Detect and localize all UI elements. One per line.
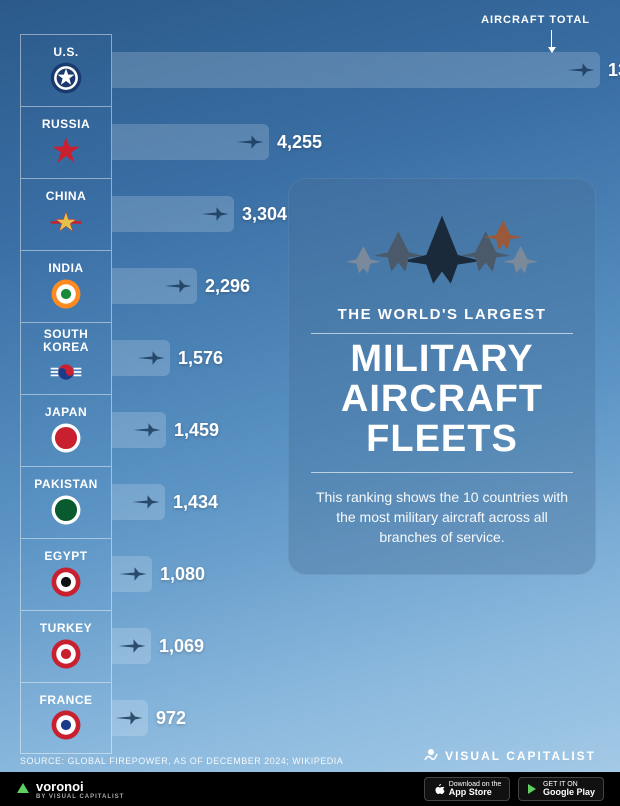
country-name: PAKISTAN <box>34 478 98 491</box>
country-name: U.S. <box>53 46 78 59</box>
flag-icon <box>49 421 83 455</box>
footer: SOURCE: GLOBAL FIREPOWER, AS OF DECEMBER… <box>0 750 620 806</box>
bar <box>112 196 234 232</box>
country-cell: U.S. <box>20 34 112 106</box>
country-cell: PAKISTAN <box>20 466 112 538</box>
voronoi-brand: voronoi BY VISUAL CAPITALIST <box>16 779 124 800</box>
bar-value: 1,080 <box>160 564 205 585</box>
country-name: TURKEY <box>40 622 92 635</box>
country-cell: CHINA <box>20 178 112 250</box>
country-cell: INDIA <box>20 250 112 322</box>
bar <box>112 484 165 520</box>
country-name: JAPAN <box>45 406 87 419</box>
flag-icon <box>49 637 83 671</box>
bar-value: 4,255 <box>277 132 322 153</box>
visual-capitalist-brand: VISUAL CAPITALIST <box>423 748 596 764</box>
bar <box>112 340 170 376</box>
country-cell: JAPAN <box>20 394 112 466</box>
bar-value: 1,434 <box>173 492 218 513</box>
bar-value: 1,576 <box>178 348 223 369</box>
chart-row: U.S. 13,209 <box>20 34 600 106</box>
flag-icon <box>49 355 83 389</box>
title-card: THE WORLD'S LARGEST MILITARY AIRCRAFT FL… <box>288 178 596 575</box>
bar <box>112 556 152 592</box>
country-cell: SOUTHKOREA <box>20 322 112 394</box>
flag-icon <box>49 205 83 239</box>
bar-value: 1,459 <box>174 420 219 441</box>
title-headline: MILITARY AIRCRAFT FLEETS <box>311 340 573 460</box>
country-cell: EGYPT <box>20 538 112 610</box>
bar-value: 13,209 <box>608 60 620 81</box>
bar <box>112 412 166 448</box>
bar-value: 972 <box>156 708 186 729</box>
bar-wrap: 972 <box>112 682 600 754</box>
bar-value: 3,304 <box>242 204 287 225</box>
title-subtext: This ranking shows the 10 countries with… <box>311 487 573 548</box>
country-name: INDIA <box>48 262 83 275</box>
country-name: EGYPT <box>44 550 87 563</box>
flag-icon <box>49 708 83 742</box>
bar-value: 2,296 <box>205 276 250 297</box>
apple-icon <box>433 783 445 795</box>
country-name: SOUTHKOREA <box>43 328 89 353</box>
app-store-badge[interactable]: Download on theApp Store <box>424 777 510 801</box>
country-cell: TURKEY <box>20 610 112 682</box>
bar <box>112 124 269 160</box>
country-cell: FRANCE <box>20 682 112 754</box>
flag-icon <box>49 277 83 311</box>
country-cell: RUSSIA <box>20 106 112 178</box>
flag-icon <box>49 61 83 95</box>
flag-icon <box>49 565 83 599</box>
bar-value: 1,069 <box>159 636 204 657</box>
country-name: RUSSIA <box>42 118 90 131</box>
hero-jets-icon <box>311 201 573 293</box>
chart-row: FRANCE 972 <box>20 682 600 754</box>
google-play-badge[interactable]: GET IT ONGoogle Play <box>518 777 604 801</box>
title-overline: THE WORLD'S LARGEST <box>311 306 573 334</box>
bar <box>112 52 600 88</box>
bar <box>112 628 151 664</box>
footer-bar: voronoi BY VISUAL CAPITALIST Download on… <box>0 772 620 806</box>
flag-icon <box>49 493 83 527</box>
vc-logo-icon <box>423 748 439 764</box>
source-text: SOURCE: GLOBAL FIREPOWER, AS OF DECEMBER… <box>20 756 343 766</box>
voronoi-logo-icon <box>16 782 30 796</box>
bar <box>112 700 148 736</box>
google-play-icon <box>527 783 539 795</box>
country-name: FRANCE <box>40 694 93 707</box>
bar-wrap: 13,209 <box>112 34 620 106</box>
chart-row: RUSSIA 4,255 <box>20 106 600 178</box>
bar-wrap: 4,255 <box>112 106 600 178</box>
divider <box>311 472 573 473</box>
flag-icon <box>49 133 83 167</box>
bar <box>112 268 197 304</box>
aircraft-total-label: AIRCRAFT TOTAL <box>481 14 590 26</box>
bar-wrap: 1,069 <box>112 610 600 682</box>
chart-row: TURKEY 1,069 <box>20 610 600 682</box>
country-name: CHINA <box>46 190 87 203</box>
